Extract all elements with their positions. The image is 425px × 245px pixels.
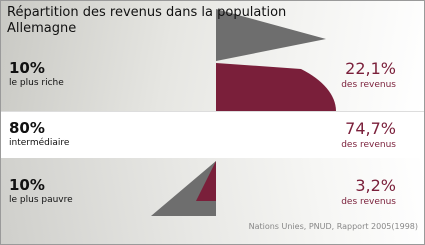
income-share: 22,1% [345, 59, 396, 78]
title: Répartition des revenus dans la populati… [7, 5, 286, 20]
group-label: le plus pauvre [9, 195, 73, 205]
infographic: Répartition des revenus dans la populati… [0, 0, 425, 245]
population-share: 10% [9, 59, 45, 77]
income-label: des revenus [341, 197, 396, 207]
income-share: 74,7% [345, 119, 396, 138]
wedge-rich-income [216, 63, 336, 111]
income-label: des revenus [341, 140, 396, 150]
population-share: 10% [9, 176, 45, 194]
country: Allemagne [7, 21, 76, 36]
group-label: intermédiaire [9, 138, 69, 148]
income-share: 3,2% [355, 176, 396, 195]
population-share: 80% [9, 119, 45, 137]
source: Nations Unies, PNUD, Rapport 2005(1998) [249, 222, 418, 231]
income-label: des revenus [341, 80, 396, 90]
group-label: le plus riche [9, 78, 64, 88]
